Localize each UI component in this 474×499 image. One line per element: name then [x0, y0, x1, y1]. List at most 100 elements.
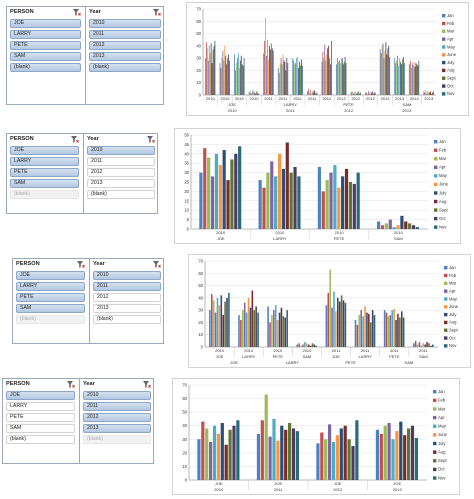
bar[interactable]	[331, 442, 336, 480]
bar[interactable]	[385, 312, 388, 347]
bar[interactable]	[236, 420, 240, 480]
bar[interactable]	[295, 63, 297, 95]
bar[interactable]	[416, 64, 418, 95]
clear-filter-icon[interactable]	[73, 9, 81, 16]
chart-1[interactable]: 0 10 20 30 40 50 60 70 2010 2010 2010 2010 2011 2011 2…	[186, 2, 469, 116]
bar[interactable]	[350, 92, 352, 95]
bar[interactable]	[354, 92, 356, 95]
person-slicer-item[interactable]: PETE	[10, 41, 81, 50]
bar[interactable]	[392, 227, 396, 229]
bar[interactable]	[399, 317, 401, 347]
bar[interactable]	[287, 423, 292, 480]
bar[interactable]	[413, 61, 415, 95]
bar[interactable]	[329, 58, 330, 95]
bar[interactable]	[245, 312, 248, 347]
bar[interactable]	[345, 63, 347, 95]
bar[interactable]	[393, 308, 395, 347]
bar[interactable]	[402, 56, 404, 95]
bar[interactable]	[307, 88, 309, 95]
bar[interactable]	[335, 435, 339, 480]
bar[interactable]	[294, 64, 296, 95]
clear-filter-icon[interactable]	[71, 136, 79, 143]
bar[interactable]	[272, 418, 276, 480]
bar[interactable]	[383, 425, 387, 480]
bar[interactable]	[342, 64, 344, 95]
bar[interactable]	[364, 306, 366, 347]
bar[interactable]	[280, 425, 284, 480]
bar[interactable]	[279, 63, 281, 95]
bar[interactable]	[238, 67, 240, 95]
bar[interactable]	[214, 40, 216, 95]
bar[interactable]	[365, 92, 367, 95]
person-slicer-item[interactable]: JOE	[6, 391, 75, 400]
bar[interactable]	[205, 58, 206, 95]
bar[interactable]	[225, 55, 227, 95]
bar[interactable]	[411, 225, 416, 229]
bar[interactable]	[344, 302, 347, 347]
bar[interactable]	[296, 58, 298, 95]
bar[interactable]	[298, 67, 299, 95]
bar[interactable]	[387, 48, 389, 95]
bar[interactable]	[220, 67, 222, 95]
person-slicer-item[interactable]: (blank)	[16, 315, 85, 324]
bar[interactable]	[258, 180, 262, 229]
year-slicer-item[interactable]: 2010	[89, 19, 161, 28]
person-slicer-item[interactable]: SAM	[10, 52, 81, 61]
person-slicer-item[interactable]: (blank)	[6, 435, 75, 444]
bar[interactable]	[269, 49, 271, 95]
bar[interactable]	[366, 312, 368, 347]
bar[interactable]	[431, 93, 432, 95]
year-slicer-item[interactable]: 2013	[93, 304, 161, 313]
bar[interactable]	[371, 91, 373, 95]
bar[interactable]	[271, 315, 273, 347]
bar[interactable]	[339, 428, 343, 480]
bar[interactable]	[237, 53, 239, 95]
bar[interactable]	[308, 92, 310, 95]
year-slicer-item[interactable]: 2010	[93, 271, 161, 280]
bar[interactable]	[418, 342, 421, 347]
bar[interactable]	[228, 292, 230, 347]
bar[interactable]	[301, 65, 303, 95]
bar[interactable]	[320, 432, 324, 481]
clear-filter-icon[interactable]	[77, 261, 85, 268]
bar[interactable]	[418, 60, 420, 95]
bar[interactable]	[226, 297, 228, 347]
bar[interactable]	[391, 310, 394, 347]
bar[interactable]	[270, 43, 272, 95]
bar[interactable]	[387, 316, 390, 347]
bar[interactable]	[355, 420, 359, 480]
bar[interactable]	[379, 49, 381, 95]
person-slicer-item[interactable]: PETE	[16, 293, 85, 302]
bar[interactable]	[222, 150, 226, 229]
bar[interactable]	[427, 91, 429, 95]
year-slicer-item[interactable]: 2013	[83, 424, 151, 433]
bar[interactable]	[197, 439, 201, 480]
bar[interactable]	[280, 307, 283, 347]
bar[interactable]	[238, 315, 240, 347]
bar[interactable]	[267, 306, 269, 347]
bar[interactable]	[354, 319, 357, 347]
bar[interactable]	[232, 425, 236, 480]
bar[interactable]	[368, 91, 369, 95]
bar[interactable]	[317, 166, 321, 229]
bar[interactable]	[397, 55, 398, 95]
bar[interactable]	[295, 431, 299, 480]
person-slicer-item[interactable]: LARRY	[10, 157, 79, 166]
bar[interactable]	[322, 52, 324, 95]
bar[interactable]	[340, 59, 342, 95]
bar[interactable]	[234, 153, 238, 229]
clear-filter-icon[interactable]	[67, 381, 75, 388]
bar[interactable]	[250, 93, 252, 95]
bar[interactable]	[358, 315, 361, 347]
bar[interactable]	[379, 433, 383, 480]
bar[interactable]	[414, 66, 416, 95]
bar[interactable]	[396, 60, 398, 95]
bar[interactable]	[383, 58, 385, 95]
bar[interactable]	[222, 50, 224, 95]
bar[interactable]	[369, 93, 371, 95]
bar[interactable]	[367, 93, 368, 95]
bar[interactable]	[402, 317, 405, 347]
bar[interactable]	[224, 444, 228, 480]
bar[interactable]	[377, 221, 381, 229]
bar[interactable]	[284, 317, 287, 347]
